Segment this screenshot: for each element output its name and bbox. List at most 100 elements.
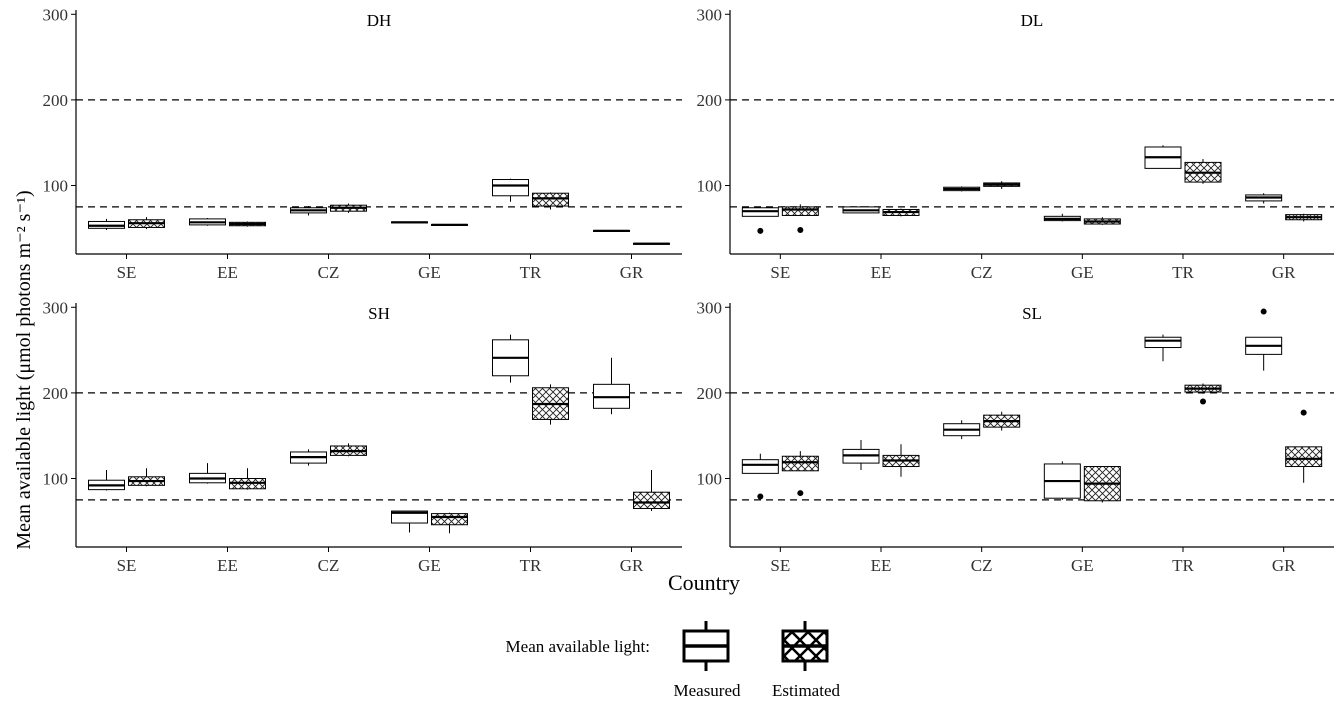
box-estimated — [882, 208, 920, 217]
panel-title: SL — [1022, 304, 1042, 323]
x-tick-label: GR — [1272, 556, 1296, 575]
box-body — [781, 455, 819, 472]
box-estimated — [1184, 383, 1222, 405]
panel-sl: SL 100 200 300 SE EE CZ GE TR GR — [697, 298, 1334, 575]
panel-title: DL — [1021, 11, 1044, 30]
x-tick-label: CZ — [318, 263, 340, 282]
box-measured — [1245, 308, 1283, 371]
box-measured — [1043, 213, 1081, 222]
box-estimated — [532, 384, 569, 425]
box-measured — [391, 221, 428, 224]
box-measured — [943, 186, 981, 192]
x-tick-label: TR — [520, 263, 542, 282]
box-measured — [88, 218, 125, 231]
box-estimated — [330, 203, 367, 213]
legend-label-estimated: Estimated — [772, 681, 840, 700]
box-measured — [1144, 145, 1182, 169]
x-tick-label: GE — [418, 556, 441, 575]
x-tick-label: CZ — [971, 556, 993, 575]
y-tick-label: 200 — [697, 384, 723, 403]
legend: Mean available light: Measured Estimated — [506, 621, 840, 700]
box-measured — [391, 510, 428, 533]
x-tick-label: EE — [871, 263, 892, 282]
x-tick-label: GE — [1071, 263, 1094, 282]
legend-key-estimated — [781, 621, 829, 671]
box-body — [633, 491, 670, 509]
x-tick-label: SE — [117, 556, 137, 575]
box-estimated — [330, 443, 367, 457]
box-estimated — [1285, 213, 1323, 222]
box-measured — [1144, 334, 1182, 362]
box-body — [492, 179, 529, 197]
box-measured — [593, 229, 630, 232]
panel-title: SH — [368, 304, 390, 323]
y-tick-label: 300 — [697, 298, 723, 317]
x-tick-label: EE — [871, 556, 892, 575]
panel-title: DH — [367, 11, 392, 30]
x-tick-label: GR — [1272, 263, 1296, 282]
x-tick-label: SE — [770, 556, 790, 575]
outlier-point — [797, 490, 804, 497]
box-estimated — [128, 217, 165, 230]
y-tick-label: 100 — [697, 177, 723, 196]
box-measured — [842, 206, 880, 214]
box-measured — [1245, 193, 1283, 204]
box-measured — [593, 357, 630, 415]
panel-dh: DH 100 200 300 SE EE CZ GE TR GR — [43, 5, 682, 282]
box-measured — [492, 334, 529, 383]
box-estimated — [1184, 158, 1222, 184]
box-measured — [741, 206, 779, 234]
x-tick-label: CZ — [971, 263, 993, 282]
y-tick-label: 300 — [697, 5, 723, 24]
y-tick-label: 300 — [43, 5, 69, 24]
x-tick-label: GE — [1071, 556, 1094, 575]
x-tick-label: TR — [1172, 556, 1194, 575]
x-tick-label: GR — [620, 263, 644, 282]
y-tick-label: 200 — [43, 91, 69, 110]
y-tick-label: 100 — [697, 470, 723, 489]
box-body — [1144, 336, 1182, 349]
box-measured — [189, 463, 226, 484]
panel-dl: DL 100 200 300 SE EE CZ GE TR GR — [697, 5, 1334, 282]
y-tick-label: 200 — [43, 384, 69, 403]
outlier-point — [1260, 308, 1267, 315]
box-estimated — [882, 444, 920, 477]
panel-sh: SH 100 200 300 SE EE CZ GE TR GR — [43, 298, 682, 575]
box-estimated — [781, 204, 819, 234]
box-estimated — [229, 468, 266, 490]
box-measured — [741, 453, 779, 500]
box-estimated — [633, 242, 670, 245]
panels: DH 100 200 300 SE EE CZ GE TR GR DL 100 200 300 SE EE CZ… — [43, 5, 1334, 575]
box-estimated — [229, 221, 266, 227]
box-estimated — [1083, 217, 1121, 225]
x-tick-label: GE — [418, 263, 441, 282]
x-tick-label: SE — [770, 263, 790, 282]
box-body — [1285, 446, 1323, 468]
box-estimated — [128, 468, 165, 487]
legend-title: Mean available light: — [506, 637, 650, 656]
legend-label-measured: Measured — [673, 681, 741, 700]
y-axis-label: Mean available light (μmol photons m⁻² s… — [13, 190, 35, 549]
box-estimated — [633, 469, 670, 512]
x-tick-label: TR — [520, 556, 542, 575]
outlier-point — [1200, 398, 1206, 405]
x-tick-label: GR — [620, 556, 644, 575]
x-tick-label: SE — [117, 263, 137, 282]
box-body — [391, 510, 428, 524]
box-body — [741, 459, 779, 474]
x-tick-label: EE — [217, 263, 238, 282]
x-tick-label: CZ — [318, 556, 340, 575]
y-tick-label: 100 — [43, 177, 69, 196]
outlier-point — [797, 227, 804, 234]
outlier-point — [757, 227, 764, 234]
legend-key-measured — [682, 621, 730, 671]
box-estimated — [983, 411, 1021, 431]
box-estimated — [983, 181, 1021, 189]
y-tick-label: 100 — [43, 470, 69, 489]
outlier-point — [1300, 409, 1307, 416]
box-measured — [290, 449, 327, 466]
x-axis-label: Country — [668, 570, 740, 595]
box-body — [781, 206, 819, 216]
box-estimated — [1285, 409, 1323, 483]
